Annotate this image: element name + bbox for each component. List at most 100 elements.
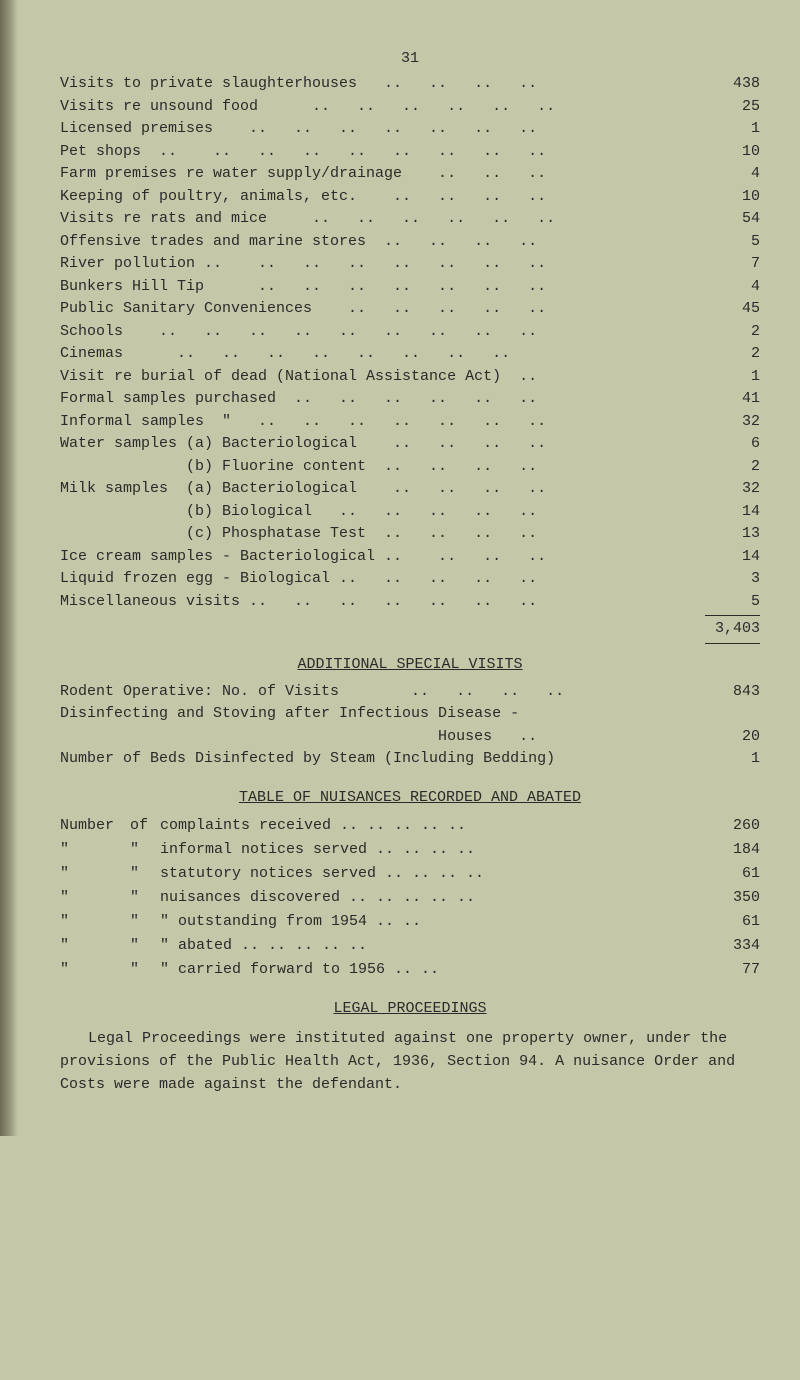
- visit-label: Keeping of poultry, animals, etc. .. .. …: [60, 186, 710, 209]
- visit-value: 32: [710, 478, 760, 501]
- visit-value: 14: [710, 546, 760, 569]
- nuisance-col2: ": [130, 934, 160, 958]
- nuisances-title: TABLE OF NUISANCES RECORDED AND ABATED: [60, 789, 760, 806]
- visit-row: Farm premises re water supply/drainage .…: [60, 163, 760, 186]
- visit-row: Visit re burial of dead (National Assist…: [60, 366, 760, 389]
- legal-paragraph: Legal Proceedings were instituted agains…: [60, 1027, 760, 1097]
- visit-value: 2: [710, 456, 760, 479]
- visit-value: 10: [710, 186, 760, 209]
- visit-label: Public Sanitary Conveniences .. .. .. ..…: [60, 298, 710, 321]
- visit-row: Formal samples purchased .. .. .. .. .. …: [60, 388, 760, 411]
- visit-value: 5: [710, 231, 760, 254]
- nuisance-row: Numberofcomplaints received .. .. .. .. …: [60, 814, 760, 838]
- visit-label: Cinemas .. .. .. .. .. .. .. ..: [60, 343, 710, 366]
- visit-row: Pet shops .. .. .. .. .. .. .. .. ..10: [60, 141, 760, 164]
- visit-label: Schools .. .. .. .. .. .. .. .. ..: [60, 321, 710, 344]
- nuisance-col3: " outstanding from 1954 .. ..: [160, 910, 710, 934]
- visit-value: 7: [710, 253, 760, 276]
- visit-label: Visits re unsound food .. .. .. .. .. ..: [60, 96, 710, 119]
- visit-row: Schools .. .. .. .. .. .. .. .. ..2: [60, 321, 760, 344]
- visit-row: Ice cream samples - Bacteriological .. .…: [60, 546, 760, 569]
- nuisance-col2: ": [130, 958, 160, 982]
- visit-value: 54: [710, 208, 760, 231]
- nuisance-col2: ": [130, 886, 160, 910]
- nuisance-value: 77: [710, 958, 760, 982]
- additional-label: Rodent Operative: No. of Visits .. .. ..…: [60, 681, 710, 704]
- visit-value: 1: [710, 118, 760, 141]
- additional-row: Disinfecting and Stoving after Infectiou…: [60, 703, 760, 726]
- nuisance-col2: of: [130, 814, 160, 838]
- nuisance-col1: ": [60, 886, 130, 910]
- additional-value: 1: [710, 748, 760, 771]
- nuisance-col3: informal notices served .. .. .. ..: [160, 838, 710, 862]
- blank-label: [60, 618, 710, 641]
- additional-list: Rodent Operative: No. of Visits .. .. ..…: [60, 681, 760, 771]
- visit-row: Licensed premises .. .. .. .. .. .. ..1: [60, 118, 760, 141]
- visit-label: Offensive trades and marine stores .. ..…: [60, 231, 710, 254]
- nuisance-row: "" " carried forward to 1956 .. ..77: [60, 958, 760, 982]
- nuisance-col2: ": [130, 910, 160, 934]
- visit-row: Miscellaneous visits .. .. .. .. .. .. .…: [60, 591, 760, 614]
- nuisance-col3: nuisances discovered .. .. .. .. ..: [160, 886, 710, 910]
- legal-title: LEGAL PROCEEDINGS: [60, 1000, 760, 1017]
- visit-value: 6: [710, 433, 760, 456]
- additional-label: Number of Beds Disinfected by Steam (Inc…: [60, 748, 710, 771]
- visit-value: 438: [710, 73, 760, 96]
- visit-value: 1: [710, 366, 760, 389]
- additional-row: Rodent Operative: No. of Visits .. .. ..…: [60, 681, 760, 704]
- visit-value: 32: [710, 411, 760, 434]
- visit-label: Farm premises re water supply/drainage .…: [60, 163, 710, 186]
- nuisance-row: "" " abated .. .. .. .. ..334: [60, 934, 760, 958]
- nuisance-value: 61: [710, 910, 760, 934]
- visit-row: Milk samples (a) Bacteriological .. .. .…: [60, 478, 760, 501]
- total-rule-top: [705, 615, 760, 616]
- visit-label: (c) Phosphatase Test .. .. .. ..: [60, 523, 710, 546]
- visit-row: Water samples (a) Bacteriological .. .. …: [60, 433, 760, 456]
- visit-value: 2: [710, 343, 760, 366]
- visit-label: Formal samples purchased .. .. .. .. .. …: [60, 388, 710, 411]
- visit-row: Liquid frozen egg - Biological .. .. .. …: [60, 568, 760, 591]
- visit-value: 2: [710, 321, 760, 344]
- additional-row: Houses ..20: [60, 726, 760, 749]
- additional-label: Houses ..: [60, 726, 710, 749]
- visit-row: Informal samples " .. .. .. .. .. .. ..3…: [60, 411, 760, 434]
- visit-value: 25: [710, 96, 760, 119]
- visit-value: 13: [710, 523, 760, 546]
- additional-label: Disinfecting and Stoving after Infectiou…: [60, 703, 710, 726]
- nuisance-col1: ": [60, 934, 130, 958]
- nuisance-row: "" " outstanding from 1954 .. ..61: [60, 910, 760, 934]
- visits-total-row: 3,403: [60, 618, 760, 641]
- visit-value: 5: [710, 591, 760, 614]
- visit-row: Cinemas .. .. .. .. .. .. .. ..2: [60, 343, 760, 366]
- nuisance-row: ""informal notices served .. .. .. ..184: [60, 838, 760, 862]
- visit-label: Informal samples " .. .. .. .. .. .. ..: [60, 411, 710, 434]
- nuisance-col3: " carried forward to 1956 .. ..: [160, 958, 710, 982]
- nuisance-col1: Number: [60, 814, 130, 838]
- visit-label: Water samples (a) Bacteriological .. .. …: [60, 433, 710, 456]
- nuisance-col1: ": [60, 862, 130, 886]
- visit-value: 10: [710, 141, 760, 164]
- visit-row: (b) Biological .. .. .. .. ..14: [60, 501, 760, 524]
- nuisance-col1: ": [60, 958, 130, 982]
- nuisance-row: ""statutory notices served .. .. .. ..61: [60, 862, 760, 886]
- visit-row: River pollution .. .. .. .. .. .. .. ..7: [60, 253, 760, 276]
- nuisance-col3: complaints received .. .. .. .. ..: [160, 814, 710, 838]
- visit-label: Ice cream samples - Bacteriological .. .…: [60, 546, 710, 569]
- nuisance-value: 350: [710, 886, 760, 910]
- nuisance-col3: statutory notices served .. .. .. ..: [160, 862, 710, 886]
- additional-value: 843: [710, 681, 760, 704]
- visit-row: Keeping of poultry, animals, etc. .. .. …: [60, 186, 760, 209]
- nuisance-col3: " abated .. .. .. .. ..: [160, 934, 710, 958]
- visit-label: Licensed premises .. .. .. .. .. .. ..: [60, 118, 710, 141]
- total-rule-bottom: [705, 643, 760, 644]
- visit-row: Public Sanitary Conveniences .. .. .. ..…: [60, 298, 760, 321]
- nuisance-value: 334: [710, 934, 760, 958]
- visit-label: River pollution .. .. .. .. .. .. .. ..: [60, 253, 710, 276]
- additional-title: ADDITIONAL SPECIAL VISITS: [60, 656, 760, 673]
- visit-value: 45: [710, 298, 760, 321]
- visit-row: (c) Phosphatase Test .. .. .. ..13: [60, 523, 760, 546]
- visit-value: 14: [710, 501, 760, 524]
- visit-label: Visit re burial of dead (National Assist…: [60, 366, 710, 389]
- visit-value: 4: [710, 276, 760, 299]
- visit-value: 3: [710, 568, 760, 591]
